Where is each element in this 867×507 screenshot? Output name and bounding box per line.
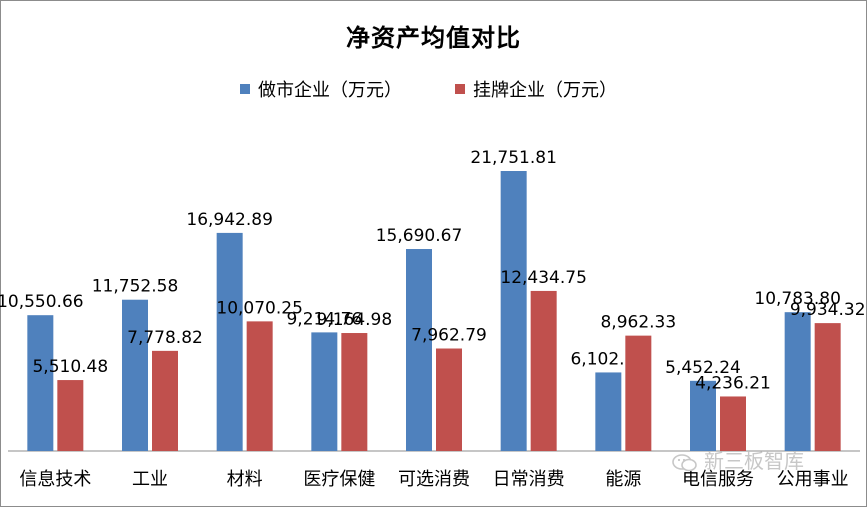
legend-item-series-1: 做市企业（万元） (240, 76, 402, 102)
x-tick-label-1: 工业 (132, 469, 168, 490)
bar-series-2-8 (814, 323, 841, 451)
watermark: 新三板智库 (672, 445, 804, 474)
bar-series-2-0 (57, 380, 84, 451)
bar-series-2-7 (720, 396, 746, 451)
x-tick-label-7: 电信服务 (682, 469, 754, 490)
bar-series-2-1 (152, 350, 178, 451)
watermark-text: 新三板智库 (704, 449, 804, 473)
legend-label-series-1: 做市企业（万元） (258, 80, 402, 101)
x-tick-label-3: 医疗保健 (303, 469, 375, 490)
data-label-series-1-8: 10,783.80 (754, 289, 841, 309)
x-tick-label-0: 信息技术 (19, 469, 91, 490)
bar-series-1-4 (406, 249, 432, 451)
data-label-series-1-1: 11,752.58 (92, 277, 179, 297)
bar-series-1-2 (216, 232, 243, 451)
data-label-series-1-0: 10,550.66 (0, 292, 84, 312)
bar-series-2-2 (246, 321, 273, 451)
bar-series-2-4 (436, 348, 462, 451)
chart-legend: 做市企业（万元） 挂牌企业（万元） (0, 76, 867, 102)
data-label-series-1-3: 9,214.76 (286, 309, 362, 329)
x-tick-label-8: 公用事业 (777, 469, 849, 490)
x-tick-label-2: 材料 (227, 469, 263, 490)
bar-series-2-3 (341, 333, 368, 451)
legend-swatch-series-1 (240, 84, 250, 94)
x-tick-label-6: 能源 (605, 469, 641, 490)
data-label-series-1-2: 16,942.89 (186, 210, 273, 230)
bar-series-1-8 (784, 312, 811, 451)
data-label-series-2-7: 4,236.21 (695, 373, 771, 393)
data-label-series-1-4: 15,690.67 (376, 226, 463, 246)
data-label-series-2-8: 9,934.32 (790, 300, 866, 320)
bar-series-1-1 (122, 299, 148, 451)
data-label-series-2-0: 5,510.48 (32, 357, 108, 377)
data-label-series-2-6: 8,962.33 (600, 313, 676, 333)
data-label-series-2-4: 7,962.79 (411, 325, 487, 345)
wechat-icon (672, 453, 697, 471)
x-tick-label-5: 日常消费 (493, 469, 565, 490)
data-label-series-2-1: 7,778.82 (127, 328, 203, 348)
data-label-series-1-7: 5,452.24 (665, 358, 741, 378)
chart-title: 净资产均值对比 (346, 24, 521, 52)
data-label-series-2-2: 10,070.25 (216, 298, 303, 318)
x-tick-label-4: 可选消费 (398, 469, 470, 490)
bar-series-1-0 (27, 315, 54, 451)
bar-series-1-7 (690, 380, 716, 451)
data-label-series-2-3: 9,164.98 (316, 310, 392, 330)
legend-label-series-2: 挂牌企业（万元） (473, 80, 617, 101)
legend-swatch-series-2 (455, 84, 465, 94)
legend-item-series-2: 挂牌企业（万元） (455, 76, 617, 102)
data-label-series-1-5: 21,751.81 (470, 148, 557, 168)
data-label-series-2-5: 12,434.75 (500, 268, 587, 288)
bar-series-1-6 (595, 372, 622, 451)
bar-series-1-3 (311, 332, 338, 451)
bar-series-2-6 (625, 335, 652, 451)
bar-series-2-5 (530, 290, 557, 451)
bar-series-1-5 (500, 171, 527, 451)
